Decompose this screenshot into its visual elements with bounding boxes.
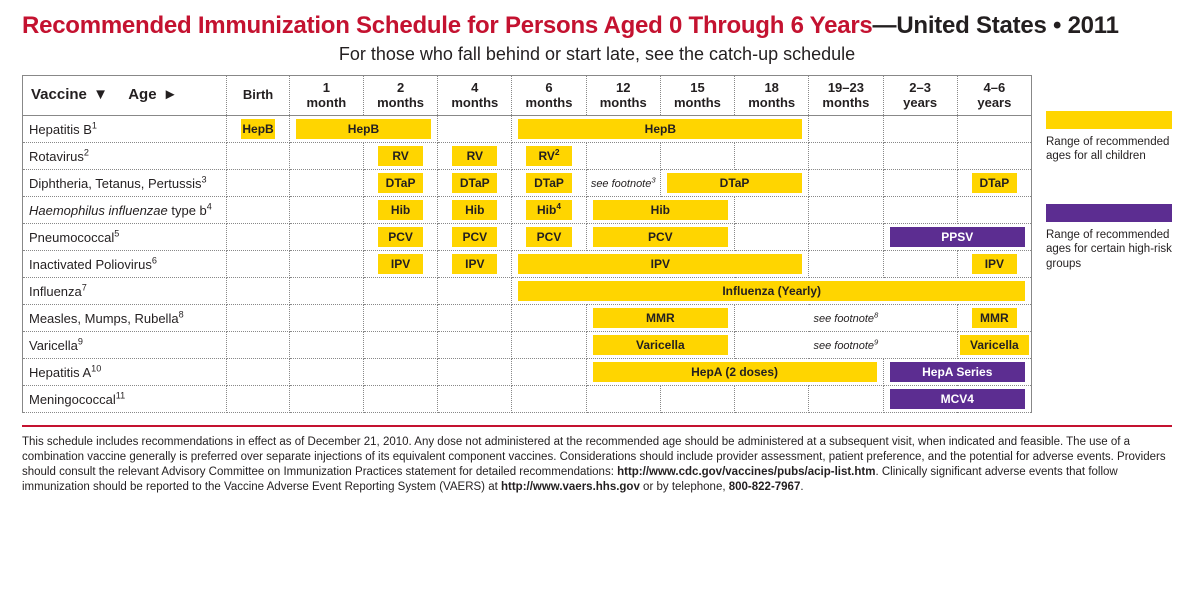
dose-mcv4: MCV4 bbox=[890, 389, 1026, 409]
dose-ipv-4m: IPV bbox=[452, 254, 497, 274]
dose-hepb-6-18m: HepB bbox=[518, 119, 802, 139]
col-4m: 4months bbox=[438, 76, 512, 116]
dose-mmr-4-6y: MMR bbox=[972, 308, 1017, 328]
dose-hib-4m: Hib bbox=[452, 200, 497, 220]
title-red: Recommended Immunization Schedule for Pe… bbox=[22, 12, 873, 39]
dose-hib-6m: Hib4 bbox=[526, 200, 571, 220]
dose-var-4-6y: Varicella bbox=[960, 335, 1029, 355]
schedule-table-container: Vaccine ▼ Age ► Birth 1month 2months 4mo… bbox=[22, 75, 1032, 413]
dose-dtap-2m: DTaP bbox=[378, 173, 423, 193]
vac-rotavirus: Rotavirus bbox=[29, 149, 84, 164]
legend-label-yellow: Range of recommended ages for all childr… bbox=[1046, 135, 1172, 164]
vac-hepb: Hepatitis B bbox=[29, 122, 92, 137]
vac-hepa: Hepatitis A bbox=[29, 365, 91, 380]
arrow-down-icon: ▼ bbox=[93, 87, 108, 104]
header-row: Vaccine ▼ Age ► Birth 1month 2months 4mo… bbox=[23, 76, 1032, 116]
dose-pcv-6m: PCV bbox=[526, 227, 571, 247]
vac-influenza: Influenza bbox=[29, 284, 82, 299]
vac-hib: Haemophilus influenzae bbox=[29, 203, 168, 218]
vac-mcv: Meningococcal bbox=[29, 392, 116, 407]
mmr-footnote: see footnote8 bbox=[735, 305, 958, 332]
page-subtitle: For those who fall behind or start late,… bbox=[22, 44, 1172, 65]
col-12m: 12months bbox=[586, 76, 660, 116]
col-19-23m: 19–23months bbox=[809, 76, 883, 116]
vac-dtap: Diphtheria, Tetanus, Pertussis bbox=[29, 176, 201, 191]
legend: Range of recommended ages for all childr… bbox=[1046, 75, 1172, 413]
header-age-label: Age bbox=[128, 86, 156, 103]
footer-phone: 800-822-7967 bbox=[729, 481, 801, 493]
row-hepb: Hepatitis B1 HepB HepB HepB bbox=[23, 116, 1032, 143]
footer-url-vaers: http://www.vaers.hhs.gov bbox=[501, 481, 640, 493]
col-1m: 1month bbox=[289, 76, 363, 116]
dose-ipv-2m: IPV bbox=[378, 254, 423, 274]
dose-pcv-12-15m: PCV bbox=[593, 227, 728, 247]
dose-rv-4m: RV bbox=[452, 146, 497, 166]
legend-swatch-purple bbox=[1046, 204, 1172, 222]
dose-hepa-12-23m: HepA (2 doses) bbox=[593, 362, 877, 382]
title-dash: — bbox=[873, 12, 897, 39]
col-2-3y: 2–3years bbox=[883, 76, 957, 116]
dose-hepb-1-2m: HepB bbox=[296, 119, 431, 139]
col-15m: 15months bbox=[660, 76, 734, 116]
row-influenza: Influenza7 Influenza (Yearly) bbox=[23, 278, 1032, 305]
dose-rv-6m: RV2 bbox=[526, 146, 571, 166]
col-4-6y: 4–6years bbox=[957, 76, 1031, 116]
header-vaccine-label: Vaccine bbox=[31, 86, 87, 103]
dose-dtap-15-18m: DTaP bbox=[667, 173, 802, 193]
title-black: United States • 2011 bbox=[896, 12, 1118, 39]
dose-mmr-12-15m: MMR bbox=[593, 308, 728, 328]
dose-hib-12-15m: Hib bbox=[593, 200, 728, 220]
dose-hepa-series: HepA Series bbox=[890, 362, 1026, 382]
footer-url-acip: http://www.cdc.gov/vaccines/pubs/acip-li… bbox=[617, 466, 875, 478]
col-2m: 2months bbox=[363, 76, 437, 116]
arrow-right-icon: ► bbox=[163, 87, 178, 104]
row-dtap: Diphtheria, Tetanus, Pertussis3 DTaP DTa… bbox=[23, 170, 1032, 197]
dose-ipv-6-18m: IPV bbox=[518, 254, 802, 274]
dose-hepb-birth: HepB bbox=[241, 119, 274, 139]
col-18m: 18months bbox=[735, 76, 809, 116]
row-hepa: Hepatitis A10 HepA (2 doses) HepA Series bbox=[23, 359, 1032, 386]
vac-pcv: Pneumococcal bbox=[29, 230, 114, 245]
legend-swatch-yellow bbox=[1046, 111, 1172, 129]
dose-pcv-2m: PCV bbox=[378, 227, 423, 247]
dose-ppsv: PPSV bbox=[890, 227, 1026, 247]
row-rotavirus: Rotavirus2 RV RV RV2 bbox=[23, 143, 1032, 170]
dose-pcv-4m: PCV bbox=[452, 227, 497, 247]
col-6m: 6months bbox=[512, 76, 586, 116]
row-mmr: Measles, Mumps, Rubella8 MMR see footnot… bbox=[23, 305, 1032, 332]
footer-text: This schedule includes recommendations i… bbox=[22, 435, 1172, 495]
vac-ipv: Inactivated Poliovirus bbox=[29, 257, 152, 272]
red-divider bbox=[22, 425, 1172, 427]
col-birth: Birth bbox=[227, 76, 289, 116]
vac-var: Varicella bbox=[29, 338, 78, 353]
dose-ipv-4-6y: IPV bbox=[972, 254, 1017, 274]
schedule-table: Vaccine ▼ Age ► Birth 1month 2months 4mo… bbox=[22, 75, 1032, 413]
dose-hib-2m: Hib bbox=[378, 200, 423, 220]
row-varicella: Varicella9 Varicella see footnote9 Varic… bbox=[23, 332, 1032, 359]
content-wrap: Vaccine ▼ Age ► Birth 1month 2months 4mo… bbox=[22, 75, 1172, 413]
dose-influenza: Influenza (Yearly) bbox=[518, 281, 1025, 301]
legend-label-purple: Range of recommended ages for certain hi… bbox=[1046, 228, 1172, 271]
header-vaccine-age: Vaccine ▼ Age ► bbox=[23, 76, 227, 116]
dtap-footnote: see footnote3 bbox=[586, 170, 660, 197]
dose-dtap-4m: DTaP bbox=[452, 173, 497, 193]
dose-dtap-6m: DTaP bbox=[526, 173, 571, 193]
dose-var-12-15m: Varicella bbox=[593, 335, 728, 355]
page-title: Recommended Immunization Schedule for Pe… bbox=[22, 12, 1172, 40]
row-ipv: Inactivated Poliovirus6 IPV IPV IPV IPV bbox=[23, 251, 1032, 278]
dose-dtap-4-6y: DTaP bbox=[972, 173, 1017, 193]
row-hib: Haemophilus influenzae type b4 Hib Hib H… bbox=[23, 197, 1032, 224]
dose-rv-2m: RV bbox=[378, 146, 423, 166]
row-mcv: Meningococcal11 MCV4 bbox=[23, 386, 1032, 413]
var-footnote: see footnote9 bbox=[735, 332, 958, 359]
row-pcv: Pneumococcal5 PCV PCV PCV PCV PPSV bbox=[23, 224, 1032, 251]
vac-mmr: Measles, Mumps, Rubella bbox=[29, 311, 179, 326]
